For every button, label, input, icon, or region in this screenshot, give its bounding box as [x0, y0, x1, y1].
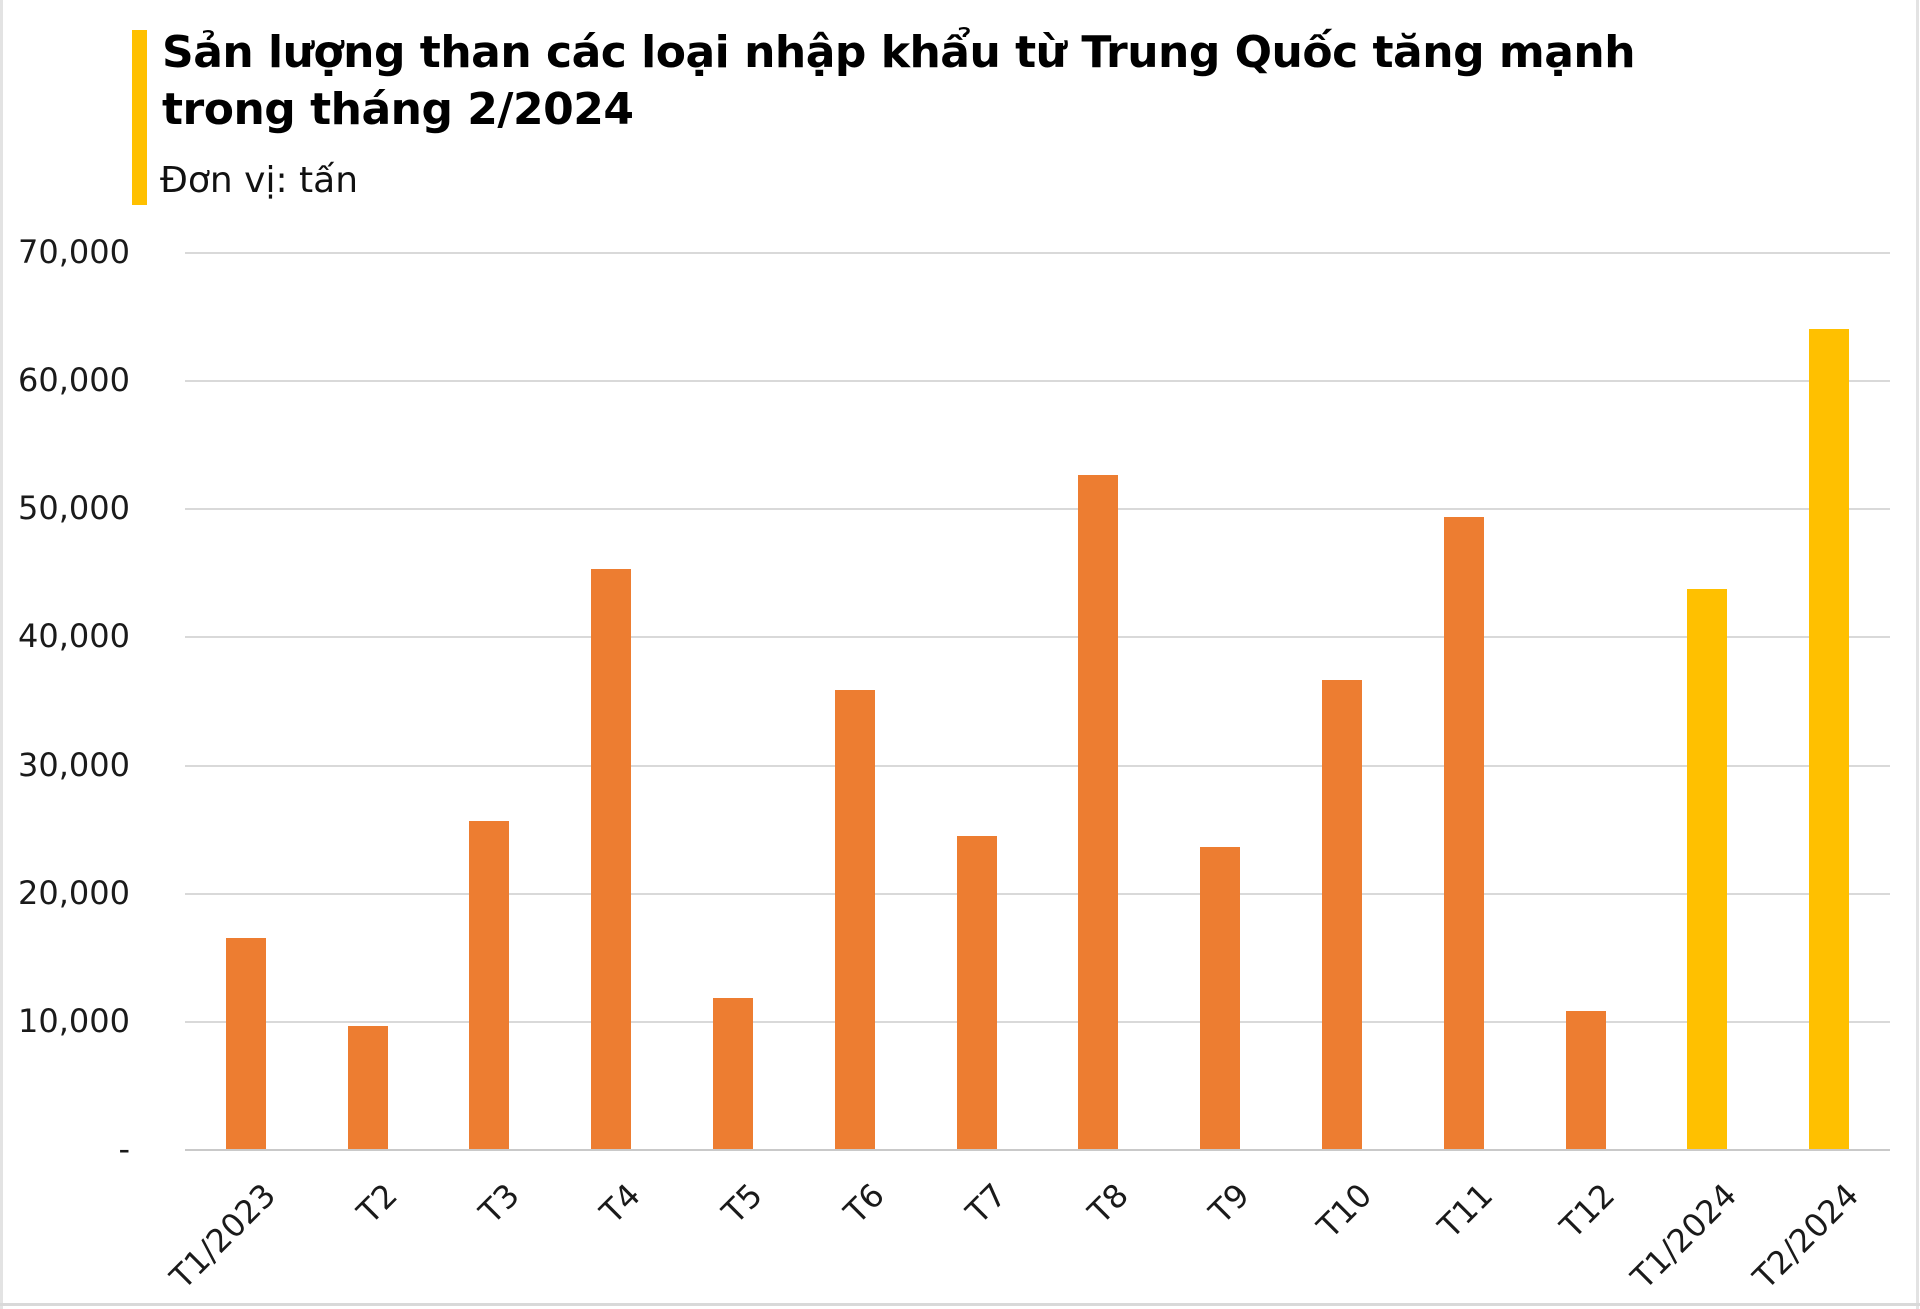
bar-T8 — [1078, 475, 1118, 1149]
x-tick-label: T7 — [958, 1176, 1014, 1232]
x-tick-label: T1/2024 — [1623, 1176, 1745, 1297]
bar-T12 — [1566, 1011, 1606, 1149]
gridline — [185, 380, 1890, 382]
bar-T1/2024 — [1687, 589, 1727, 1149]
y-tick-label: 20,000 — [18, 874, 130, 912]
chart-title-line2: trong tháng 2/2024 — [162, 84, 634, 135]
gridline — [185, 508, 1890, 510]
gridline — [185, 1021, 1890, 1023]
x-tick-label: T12 — [1552, 1176, 1623, 1246]
y-tick-label: 70,000 — [18, 233, 130, 271]
gridline — [185, 252, 1890, 254]
bottom-edge-line — [0, 1303, 1920, 1306]
bar-T6 — [835, 690, 875, 1149]
x-tick-label: T6 — [836, 1176, 892, 1232]
x-tick-label: T1/2023 — [162, 1176, 283, 1297]
x-tick-label: T8 — [1080, 1176, 1136, 1232]
chart-title-line1: Sản lượng than các loại nhập khẩu từ Tru… — [162, 27, 1636, 78]
bar-T2/2024 — [1809, 329, 1849, 1149]
x-tick-label: T3 — [471, 1176, 527, 1232]
gridline — [185, 636, 1890, 638]
y-tick-label: 30,000 — [18, 746, 130, 784]
y-tick-label: - — [118, 1130, 130, 1168]
bar-T3 — [469, 821, 509, 1149]
chart-title: Sản lượng than các loại nhập khẩu từ Tru… — [162, 24, 1636, 138]
x-tick-label: T2 — [349, 1176, 405, 1232]
y-tick-label: 40,000 — [18, 617, 130, 655]
bar-T2 — [348, 1026, 388, 1149]
bar-T11 — [1444, 517, 1484, 1149]
title-accent-bar — [132, 30, 147, 205]
bar-T5 — [713, 998, 753, 1149]
bar-T4 — [591, 569, 631, 1149]
unit-label: Đơn vị: tấn — [160, 160, 359, 201]
y-tick-label: 50,000 — [18, 489, 130, 527]
gridline — [185, 893, 1890, 895]
x-tick-label: T5 — [714, 1176, 770, 1232]
x-tick-label: T9 — [1201, 1176, 1258, 1232]
x-axis-line — [185, 1149, 1890, 1151]
x-tick-label: T2/2024 — [1745, 1176, 1866, 1297]
y-tick-label: 10,000 — [18, 1002, 130, 1040]
bar-T1/2023 — [226, 938, 266, 1149]
x-tick-label: T10 — [1309, 1176, 1379, 1246]
bar-T7 — [957, 836, 997, 1149]
y-tick-label: 60,000 — [18, 361, 130, 399]
bar-T10 — [1322, 680, 1362, 1149]
x-tick-label: T4 — [593, 1176, 649, 1232]
right-edge-line — [1916, 0, 1919, 1309]
x-tick-label: T11 — [1431, 1176, 1501, 1246]
left-edge-line — [0, 0, 3, 1309]
bar-T9 — [1200, 847, 1240, 1149]
gridline — [185, 765, 1890, 767]
